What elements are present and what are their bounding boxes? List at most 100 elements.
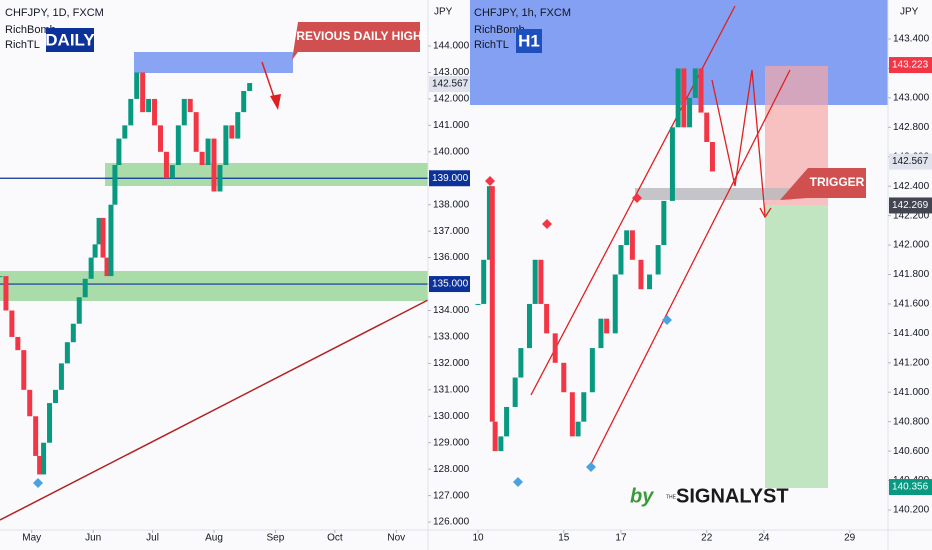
x-tick-label: Jul <box>146 533 159 544</box>
indicator: RichTL <box>5 39 40 51</box>
y-tick-label: 129.000 <box>433 437 470 448</box>
candle <box>569 392 575 437</box>
candle <box>175 125 181 166</box>
candle <box>526 303 532 349</box>
candle <box>704 112 710 143</box>
price-label-bg <box>429 170 470 187</box>
indicator: RichBomb <box>474 24 525 36</box>
candle <box>27 389 33 417</box>
candle <box>108 204 114 277</box>
candle <box>128 98 134 126</box>
candle <box>205 138 211 166</box>
candle <box>217 165 223 192</box>
price-label-bg <box>889 57 932 74</box>
x-tick-label: 22 <box>701 533 713 544</box>
price-label-bg <box>889 479 932 496</box>
candle <box>70 323 76 343</box>
x-tick-label: Sep <box>267 533 285 544</box>
candle <box>47 403 53 443</box>
candle <box>552 333 558 363</box>
y-tick-label: 131.000 <box>433 384 470 395</box>
candle <box>33 416 39 456</box>
candle <box>661 200 667 246</box>
channel-line <box>589 69 791 467</box>
candle <box>82 278 88 298</box>
candle <box>235 112 241 139</box>
arrow-head <box>759 207 772 219</box>
projection-path <box>711 69 766 216</box>
x-tick-label: May <box>22 533 41 544</box>
y-tick-label: 137.000 <box>433 226 470 237</box>
y-tick-label: 142.400 <box>893 181 930 192</box>
axis-unit: JPY <box>900 7 919 18</box>
candle <box>0 276 3 278</box>
candle <box>199 151 205 166</box>
price-label-bg <box>889 153 932 170</box>
marker <box>632 193 642 203</box>
y-tick-label: 143.000 <box>433 67 470 78</box>
price-label-bg <box>429 276 470 293</box>
candle <box>134 72 140 99</box>
candle <box>612 274 618 334</box>
candle <box>52 389 58 404</box>
target-box <box>765 205 828 488</box>
candle <box>498 436 504 452</box>
candle <box>163 151 169 179</box>
marker <box>586 462 596 472</box>
candle <box>21 350 27 390</box>
price-label: 135.000 <box>432 279 469 290</box>
callout: PREVIOUS DAILY HIGHS <box>288 29 429 43</box>
x-tick-label: 15 <box>558 533 570 544</box>
candle <box>241 90 247 113</box>
y-tick-label: 142.000 <box>433 94 470 105</box>
candle <box>624 230 630 246</box>
watermark-brand: SIGNALYST <box>676 485 789 507</box>
y-tick-label: 141.600 <box>893 299 930 310</box>
x-tick-label: Oct <box>327 533 343 544</box>
candle <box>152 98 158 126</box>
candle <box>58 363 64 390</box>
candle <box>589 348 595 393</box>
candle <box>669 127 675 201</box>
candle <box>698 68 704 113</box>
candle <box>475 303 481 305</box>
x-tick-label: 24 <box>758 533 770 544</box>
candle <box>229 125 235 139</box>
marker <box>513 477 523 487</box>
candle <box>158 125 163 152</box>
y-tick-label: 140.200 <box>893 505 930 516</box>
candle <box>3 276 9 311</box>
candle <box>96 217 102 245</box>
candle <box>37 455 43 475</box>
marker <box>542 219 552 229</box>
axis-unit: JPY <box>434 7 453 18</box>
price-label: 140.356 <box>892 482 929 493</box>
candle <box>687 97 693 128</box>
y-tick-label: 142.800 <box>893 122 930 133</box>
y-tick-label: 140.600 <box>893 446 930 457</box>
annotations: CHFJPY, 1D, FXCM RichBomb RichTL DAILY C… <box>5 7 919 508</box>
y-tick-label: 141.800 <box>893 269 930 280</box>
x-tick-label: Nov <box>387 533 405 544</box>
badge-bg <box>46 28 94 52</box>
price-label: 142.269 <box>892 200 929 211</box>
badge: H1 <box>518 31 540 50</box>
badge: DAILY <box>45 30 95 49</box>
y-tick-label: 134.000 <box>433 305 470 316</box>
y-tick-label: 144.000 <box>433 41 470 52</box>
x-tick-label: 17 <box>615 533 627 544</box>
marker <box>485 176 495 186</box>
badge-bg <box>516 29 542 53</box>
candle <box>561 362 567 393</box>
price-label: 139.000 <box>432 173 469 184</box>
candle <box>140 72 146 113</box>
candle <box>504 406 510 437</box>
candle <box>122 125 128 139</box>
candle <box>169 165 175 179</box>
x-tick-label: 10 <box>472 533 484 544</box>
y-tick-label: 136.000 <box>433 252 470 263</box>
indicator: RichBomb <box>5 24 56 36</box>
y-tick-label: 126.000 <box>433 517 470 528</box>
